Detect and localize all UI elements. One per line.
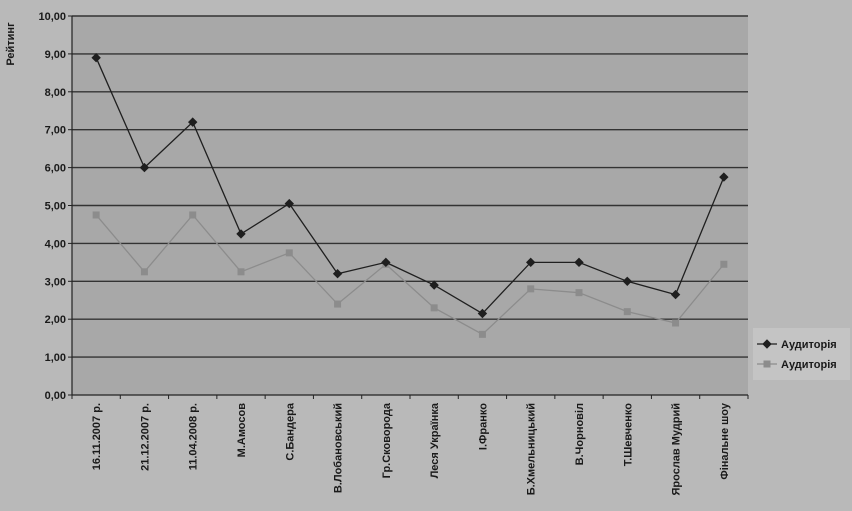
y-tick-label: 6,00 bbox=[45, 163, 66, 175]
series bbox=[91, 52, 729, 338]
x-tick-label: 11.04.2008 р. bbox=[188, 403, 200, 470]
data-point-square bbox=[430, 304, 438, 312]
y-tick-label: 7,00 bbox=[45, 125, 66, 137]
x-tick-label: 21.12.2007 р. bbox=[139, 403, 151, 471]
x-tick-label: В.Лобановський bbox=[333, 403, 345, 493]
x-tick-label: Фінальне шоу bbox=[719, 402, 731, 480]
x-tick-label: 16.11.2007 р. bbox=[91, 403, 103, 470]
y-tick-label: 10,00 bbox=[38, 11, 66, 23]
data-point-square bbox=[623, 308, 631, 316]
x-tick-label: Гр.Сковорода bbox=[381, 402, 393, 478]
legend-label: Аудиторія bbox=[781, 359, 837, 371]
data-point-diamond bbox=[91, 52, 101, 63]
y-tick-label: 1,00 bbox=[45, 352, 66, 364]
data-point-diamond bbox=[719, 172, 729, 182]
data-point-diamond bbox=[429, 280, 439, 290]
data-point-square bbox=[720, 260, 728, 268]
series-line bbox=[95, 57, 725, 315]
y-tick-label: 9,00 bbox=[45, 49, 66, 61]
data-point-square bbox=[672, 319, 680, 327]
data-point-diamond bbox=[526, 257, 536, 268]
data-point-square bbox=[285, 249, 293, 257]
data-point-diamond bbox=[139, 162, 150, 173]
data-point-square bbox=[334, 300, 342, 308]
x-tick-label: С.Бандера bbox=[284, 402, 296, 460]
x-tick-label: І.Франко bbox=[477, 403, 489, 450]
x-tick-label: Б.Хмельницький bbox=[526, 403, 538, 495]
x-tick-label: Ярослав Мудрий bbox=[671, 403, 683, 495]
y-tick-label: 3,00 bbox=[45, 276, 66, 288]
data-point-diamond bbox=[284, 198, 294, 209]
data-point-square bbox=[92, 211, 100, 219]
data-point-diamond bbox=[762, 339, 772, 349]
y-tick-label: 4,00 bbox=[45, 238, 66, 250]
legend-label: Аудиторія bbox=[781, 339, 837, 351]
data-point-square bbox=[237, 268, 245, 276]
series-line bbox=[95, 213, 725, 336]
y-tick-label: 8,00 bbox=[45, 87, 66, 99]
data-point-diamond bbox=[188, 117, 198, 127]
data-point-square bbox=[140, 268, 148, 276]
legend-box bbox=[753, 328, 850, 380]
x-tick-label: В.Чорновіл bbox=[574, 403, 586, 465]
data-point-square bbox=[527, 285, 535, 293]
series-square bbox=[92, 211, 728, 338]
data-point-diamond bbox=[622, 276, 632, 287]
data-point-diamond bbox=[381, 257, 391, 268]
x-tick-label: М.Амосов bbox=[236, 403, 248, 458]
data-point-diamond bbox=[670, 289, 681, 300]
axes bbox=[68, 15, 749, 399]
data-point-square bbox=[575, 289, 583, 297]
x-tick-label: Т.Шевченко bbox=[622, 403, 634, 467]
x-tick-label: Леся Українка bbox=[429, 402, 441, 478]
gridlines bbox=[72, 15, 748, 358]
data-point-square bbox=[763, 360, 771, 368]
data-point-diamond bbox=[332, 269, 343, 279]
data-point-diamond bbox=[236, 229, 246, 239]
data-point-diamond bbox=[574, 257, 584, 268]
data-point-diamond bbox=[477, 308, 488, 319]
y-tick-label: 2,00 bbox=[45, 314, 66, 326]
series-diamond bbox=[91, 52, 729, 319]
y-tick-label: 5,00 bbox=[45, 201, 66, 213]
y-tick-label: 0,00 bbox=[45, 390, 66, 402]
data-point-square bbox=[478, 330, 486, 338]
labels: 0,00 1,00 2,00 3,00 4,00 5,00 6,00 7,00 8,00 9,00… bbox=[5, 11, 731, 495]
legend: Аудиторія Аудиторія bbox=[753, 328, 850, 380]
data-point-square bbox=[189, 211, 197, 219]
y-axis-label: Рейтинг bbox=[5, 22, 17, 66]
